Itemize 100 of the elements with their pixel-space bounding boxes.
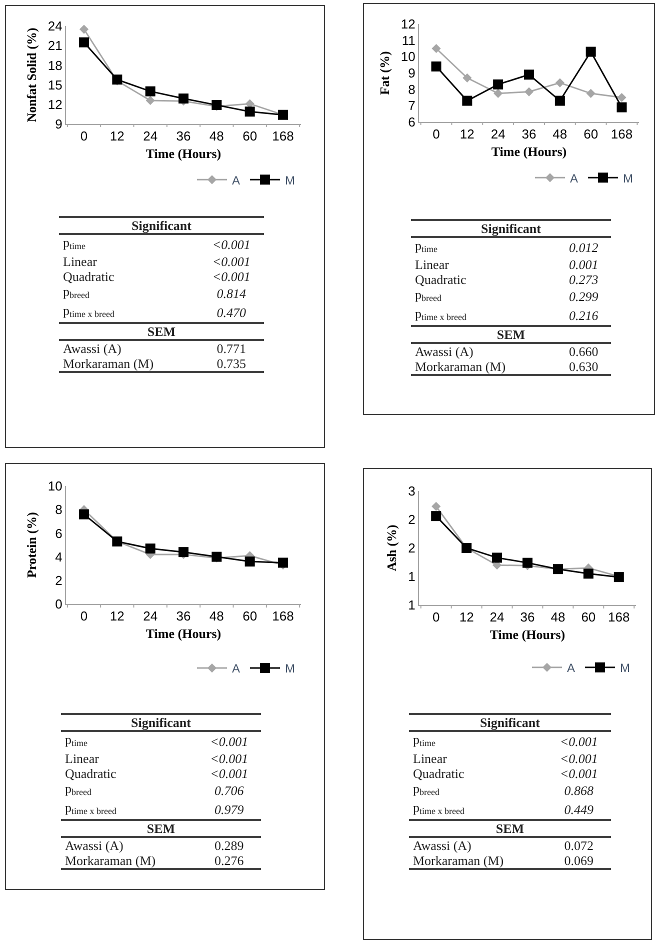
point <box>79 37 89 48</box>
y-tick-label: 7 <box>408 98 416 114</box>
point <box>432 44 441 54</box>
y-tick-label: 1 <box>408 569 416 584</box>
category-label: Morkaraman (M) <box>411 359 556 375</box>
category-label: p$_{breed}$ <box>414 287 442 305</box>
y-tick-label: 24 <box>48 18 62 34</box>
x-tick-label: 168 <box>608 610 630 625</box>
category-label: p$_{time x breed}$ <box>62 303 116 321</box>
point <box>617 92 626 102</box>
point <box>278 558 288 568</box>
y-tick-label: 9 <box>55 116 62 132</box>
y-tick-label: 11 <box>402 32 416 48</box>
legend-label: A <box>567 661 576 676</box>
point <box>462 73 472 82</box>
legend-label: A <box>232 173 240 188</box>
y-axis-title: Nonfat Solid (%) <box>24 28 39 122</box>
category-label: Morkaraman (M) <box>409 853 547 869</box>
y-tick-label: 18 <box>48 58 62 73</box>
point <box>522 558 532 568</box>
category-label: Awassi (A) <box>62 340 122 356</box>
category-label: p$_{time x breed}$ <box>64 800 118 818</box>
category-label: p$_{time}$ <box>414 237 438 256</box>
y-axis-title: Protein (%) <box>24 512 39 578</box>
y-tick-label: 8 <box>408 82 416 97</box>
x-tick-label: 12 <box>460 126 474 142</box>
y-tick-label: 1 <box>408 598 416 613</box>
y-tick-label: 0 <box>55 596 62 612</box>
x-tick-label: 36 <box>176 128 191 144</box>
x-tick-label: 48 <box>550 610 566 625</box>
category-label: p$_{time}$ <box>62 234 86 253</box>
category-label: Quadratic <box>414 272 468 287</box>
point <box>145 544 156 554</box>
x-axis-title: Time (Hours) <box>491 144 567 160</box>
x-tick-label: 168 <box>272 608 294 624</box>
category-label: Morkaraman (M) <box>59 356 199 372</box>
point <box>583 568 594 579</box>
category-label: SEM <box>409 820 611 837</box>
point <box>146 96 155 106</box>
category-label: p$_{breed}$ <box>64 781 92 799</box>
legend-label: M <box>620 661 630 676</box>
x-tick-label: 48 <box>552 126 568 142</box>
category-label: SEM <box>59 323 264 340</box>
y-tick-label: 10 <box>400 49 416 64</box>
category-label: Linear <box>412 751 448 766</box>
text: <0.001 <box>560 766 598 781</box>
category-label: SEM <box>411 326 611 343</box>
y-tick-label: 6 <box>408 114 416 130</box>
x-tick-label: 168 <box>272 128 294 144</box>
x-tick-label: 0 <box>80 128 88 144</box>
category-label: Quadratic <box>62 269 116 284</box>
point <box>586 88 596 98</box>
x-tick-label: 12 <box>459 610 474 625</box>
x-tick-label: 60 <box>584 126 598 142</box>
legend-label: M <box>285 173 296 188</box>
legend-label: A <box>570 171 578 186</box>
text: 0.449 <box>564 802 594 817</box>
y-tick-label: 10 <box>48 478 62 494</box>
legend-label: M <box>623 171 634 186</box>
panel-frame: 0 12 24 36 48 60 168 0 24 6 8 10 A M Time (Hours) Protein (%) Significant p$_{time}$ <0.001 Linear <0.001 Quadratic <0.001 p$_{breed}$ 0.706 p$_{time x breed}$ 0.979 SEM Awassi (A) 0.289 Morkaraman (M) 0.276 <box>5 463 325 890</box>
point <box>554 96 565 106</box>
text: Significant <box>59 217 264 234</box>
text: 0.069 <box>564 853 594 868</box>
x-tick-label: 60 <box>242 128 258 144</box>
x-tick-label: 24 <box>143 128 158 144</box>
category-label: Linear <box>64 751 100 766</box>
y-tick-label: 9 <box>408 66 416 81</box>
x-axis-title: Time (Hours) <box>146 626 222 642</box>
point <box>555 78 564 88</box>
y-tick-label: 2 <box>408 512 416 528</box>
text: 0.072 <box>564 838 594 853</box>
x-axis-title: Time (Hours) <box>490 627 566 642</box>
x-tick-label: 168 <box>610 126 633 142</box>
y-axis-title: Fat (%) <box>376 51 392 95</box>
point <box>431 61 442 72</box>
text: Significant <box>411 220 611 237</box>
category-label: p$_{time x breed}$ <box>414 306 468 324</box>
y-tick-label: 3 <box>408 484 416 499</box>
point <box>462 96 472 106</box>
point <box>432 502 441 511</box>
category-label: Awassi (A) <box>414 343 474 359</box>
x-tick-label: 12 <box>110 608 124 624</box>
category-label: Quadratic <box>64 766 118 781</box>
text: <0.001 <box>560 751 598 766</box>
point <box>616 102 627 112</box>
y-tick-label: 6 <box>55 526 62 541</box>
x-axis-title: Time (Hours) <box>146 146 222 162</box>
category-label: p$_{breed}$ <box>62 284 90 302</box>
category-label: p$_{time}$ <box>64 731 88 750</box>
y-tick-label: 2 <box>55 572 62 588</box>
category-label: Linear <box>414 257 450 272</box>
text: <0.001 <box>560 734 598 749</box>
y-tick-label: 21 <box>48 38 62 54</box>
point <box>178 547 188 558</box>
legend-label: A <box>232 662 240 676</box>
text: Significant <box>61 714 261 731</box>
category-label: SEM <box>61 820 261 837</box>
x-tick-label: 60 <box>581 610 596 625</box>
y-tick-label: 15 <box>48 77 62 92</box>
point <box>244 106 255 117</box>
